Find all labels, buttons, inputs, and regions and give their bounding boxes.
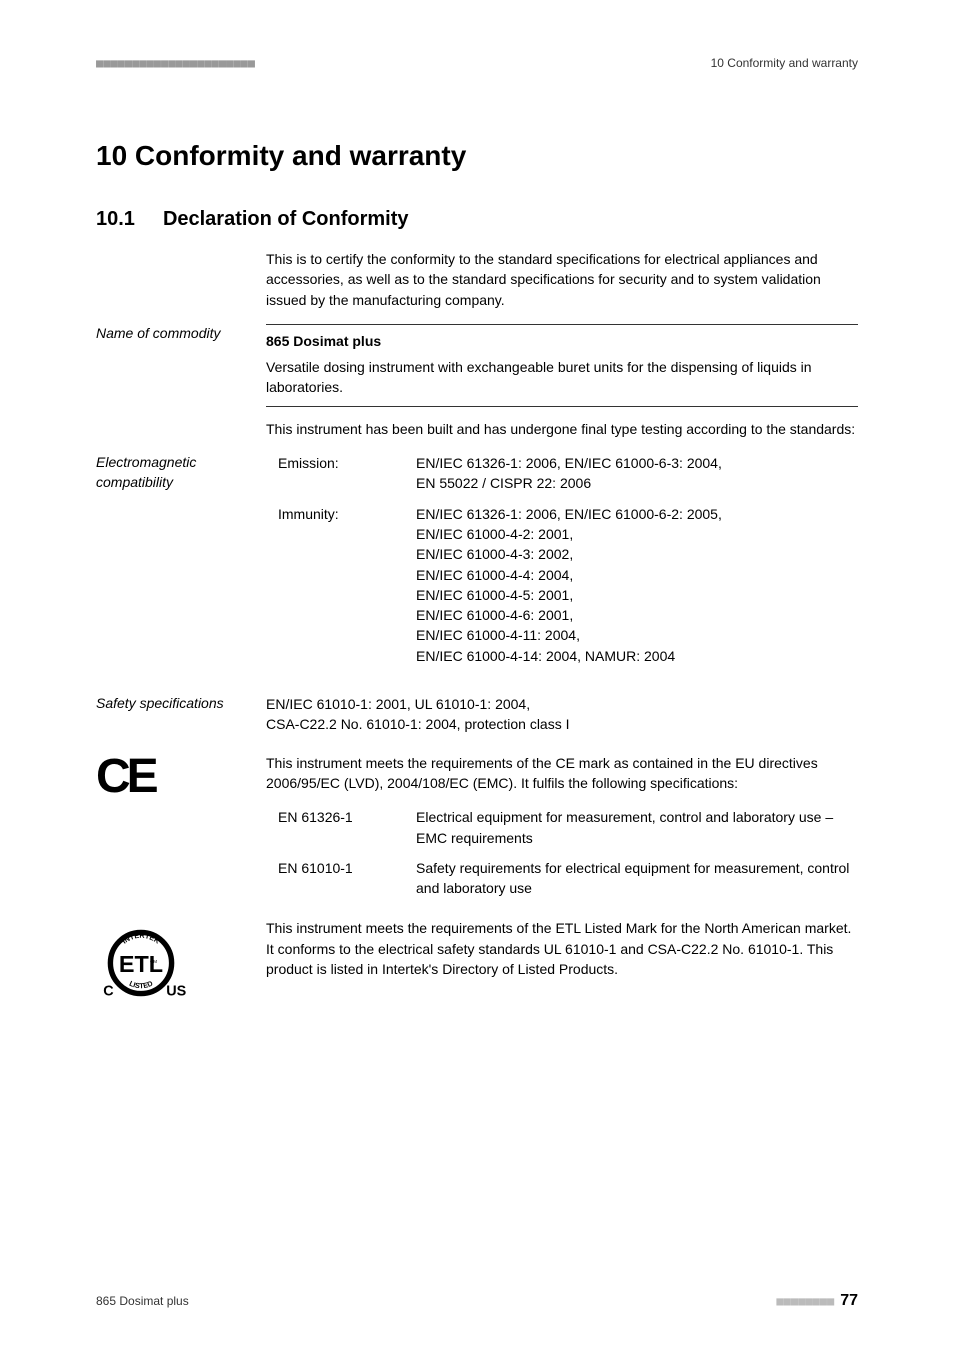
svg-text:C: C — [103, 984, 113, 1000]
ce-block: CE This instrument meets the requirement… — [96, 753, 858, 909]
emc-immunity-value: EN/IEC 61326-1: 2006, EN/IEC 61000-6-2: … — [416, 504, 858, 666]
running-header: ■■■■■■■■■■■■■■■■■■■■■■ 10 Conformity and… — [96, 56, 858, 70]
chapter-title: 10 Conformity and warranty — [96, 140, 858, 172]
footer-product-name: 865 Dosimat plus — [96, 1294, 189, 1308]
emc-emission-key: Emission: — [266, 453, 416, 494]
svg-text:CM: CM — [150, 959, 157, 964]
safety-text: EN/IEC 61010-1: 2001, UL 61010-1: 2004, … — [266, 694, 858, 735]
emc-immunity-row: Immunity: EN/IEC 61326-1: 2006, EN/IEC 6… — [266, 504, 858, 666]
page-footer: 865 Dosimat plus ■■■■■■■■ 77 — [96, 1292, 858, 1310]
svg-text:LISTED: LISTED — [128, 979, 154, 991]
ce-row-1-key: EN 61010-1 — [266, 858, 416, 899]
header-section-label: 10 Conformity and warranty — [711, 56, 858, 70]
ce-row-1: EN 61010-1 Safety requirements for elect… — [266, 858, 858, 899]
svg-text:US: US — [166, 984, 186, 1000]
svg-text:INTERTEK: INTERTEK — [120, 931, 162, 946]
etl-block: ETL INTERTEK LISTED C US CM This instrum… — [96, 918, 858, 1008]
header-dashes: ■■■■■■■■■■■■■■■■■■■■■■ — [96, 56, 255, 70]
ce-mark-cell: CE — [96, 753, 266, 909]
commodity-description: Versatile dosing instrument with exchang… — [266, 357, 858, 398]
commodity-definition: 865 Dosimat plus Versatile dosing instru… — [266, 324, 858, 407]
safety-label: Safety specifications — [96, 694, 266, 735]
intro-paragraph: This is to certify the conformity to the… — [266, 249, 858, 310]
ce-row-0-key: EN 61326-1 — [266, 807, 416, 848]
ce-row-0-val: Electrical equipment for measurement, co… — [416, 807, 858, 848]
ce-mark-icon: CE — [96, 750, 155, 803]
footer-page-number: 77 — [840, 1292, 858, 1310]
ce-row-0: EN 61326-1 Electrical equipment for meas… — [266, 807, 858, 848]
commodity-name: 865 Dosimat plus — [266, 331, 858, 351]
commodity-label: Name of commodity — [96, 324, 266, 453]
etl-paragraph: This instrument meets the requirements o… — [266, 918, 858, 979]
section-title: Declaration of Conformity — [163, 208, 409, 231]
ce-row-1-val: Safety requirements for electrical equip… — [416, 858, 858, 899]
commodity-block: Name of commodity 865 Dosimat plus Versa… — [96, 324, 858, 453]
safety-block: Safety specifications EN/IEC 61010-1: 20… — [96, 694, 858, 735]
etl-listed-mark-icon: ETL INTERTEK LISTED C US CM — [96, 918, 186, 1008]
page: ■■■■■■■■■■■■■■■■■■■■■■ 10 Conformity and… — [0, 0, 954, 1350]
etl-mark-cell: ETL INTERTEK LISTED C US CM — [96, 918, 266, 1008]
emc-emission-value: EN/IEC 61326-1: 2006, EN/IEC 61000-6-3: … — [416, 453, 858, 494]
emc-immunity-key: Immunity: — [266, 504, 416, 666]
emc-block: Electromagnetic compatibility Emission: … — [96, 453, 858, 676]
emc-label: Electromagnetic compatibility — [96, 453, 266, 676]
section-heading: 10.1 Declaration of Conformity — [96, 208, 858, 231]
emc-emission-row: Emission: EN/IEC 61326-1: 2006, EN/IEC 6… — [266, 453, 858, 494]
footer-dashes: ■■■■■■■■ — [776, 1294, 834, 1308]
section-number: 10.1 — [96, 208, 135, 231]
ce-paragraph: This instrument meets the requirements o… — [266, 753, 858, 794]
built-tested-paragraph: This instrument has been built and has u… — [266, 419, 858, 439]
